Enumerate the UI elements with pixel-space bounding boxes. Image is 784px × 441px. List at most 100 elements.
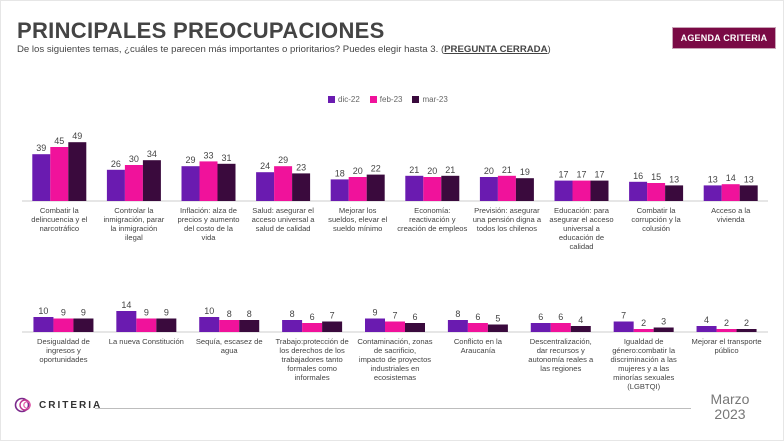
legend-swatch-mar (412, 96, 420, 103)
category-label-row2-3: Trabajo:protección de los derechos de los… (276, 337, 349, 382)
value-label-row2-5-dic: 8 (455, 309, 460, 319)
report-year: 2023 (714, 406, 746, 422)
category-label-row2-1: La nueva Constitución (109, 337, 184, 346)
value-label-row1-4-feb: 20 (353, 166, 363, 176)
value-label-row2-4-dic: 9 (372, 308, 377, 318)
value-label-row1-3-mar: 23 (296, 162, 306, 172)
value-label-row1-5-feb: 20 (427, 166, 437, 176)
page-subtitle: De los siguientes temas, ¿cuáles te pare… (17, 44, 551, 55)
footer-divider (95, 408, 691, 409)
bar-row2-8-feb (716, 329, 737, 332)
bar-row2-6-feb (550, 323, 571, 332)
value-label-row1-7-dic: 17 (558, 170, 568, 180)
criteria-logo-icon (14, 397, 31, 413)
bar-row1-6-dic (479, 177, 498, 201)
category-label-row2-6: Descentralización, dar recursos y autonomí… (528, 337, 594, 373)
bar-row1-2-dic (181, 166, 200, 201)
bar-row1-2-feb (199, 161, 218, 201)
value-label-row2-1-feb: 9 (144, 308, 149, 318)
bar-row2-4-dic (365, 318, 385, 332)
bar-row2-3-dic (282, 320, 303, 332)
legend-swatch-dic (328, 96, 335, 103)
value-label-row1-6-dic: 20 (484, 166, 494, 176)
legend-swatch-feb (369, 96, 377, 103)
value-label-row2-5-feb: 6 (475, 312, 480, 322)
agenda-criteria-badge: AGENDA CRITERIA (672, 27, 776, 49)
criteria-logo-text: CRITERIA (39, 399, 103, 411)
value-label-row2-2-dic: 10 (204, 306, 214, 316)
value-label-row1-6-mar: 19 (520, 167, 530, 177)
category-label-row2-5: Conflicto en la Araucanía (454, 337, 503, 355)
bar-row1-8-mar (665, 185, 684, 201)
value-label-row1-9-mar: 13 (744, 174, 754, 184)
category-label-row2-4: Contaminación, zonas de sacrificio, impact… (357, 337, 432, 382)
value-label-row2-2-mar: 8 (247, 309, 252, 319)
value-label-row2-7-mar: 3 (661, 317, 666, 327)
value-label-row1-9-dic: 13 (708, 174, 718, 184)
bar-row1-5-dic (405, 175, 424, 201)
legend-label-dic: dic-22 (338, 95, 360, 104)
value-label-row1-1-feb: 30 (129, 154, 139, 164)
category-label-row1-8: Combatir la corrupción y la colusión (631, 206, 681, 233)
value-label-row1-2-mar: 31 (221, 153, 231, 163)
bar-row1-3-mar (292, 173, 311, 201)
report-date: Marzo 2023 (700, 392, 760, 422)
bar-row2-0-feb (53, 318, 74, 332)
subtitle-tag: PREGUNTA CERRADA (444, 44, 548, 55)
bar-row2-7-feb (633, 329, 654, 332)
report-month: Marzo (710, 391, 750, 407)
bar-row1-7-mar (590, 180, 609, 201)
value-label-row2-7-feb: 2 (641, 318, 646, 328)
page-title: PRINCIPALES PREOCUPACIONES (17, 18, 385, 43)
value-label-row2-6-dic: 6 (538, 312, 543, 322)
bar-row2-7-mar (653, 327, 674, 332)
value-label-row2-4-mar: 6 (412, 312, 417, 322)
bar-row1-9-feb (721, 184, 740, 201)
bar-row1-4-feb (348, 177, 367, 201)
category-label-row1-6: Previsión: asegurar una pensión digna a to… (473, 206, 542, 233)
category-label-row1-5: Economía: reactivación y creación de emple… (397, 206, 467, 233)
bar-row1-7-dic (554, 180, 573, 201)
legend-label-feb: feb-23 (379, 95, 403, 104)
value-label-row2-3-mar: 7 (330, 311, 335, 321)
category-label-row2-0: Desigualdad de ingresos y oportunidades (37, 337, 90, 364)
bar-row2-0-mar (73, 318, 94, 332)
bar-row1-9-dic (703, 185, 722, 201)
value-label-row1-4-dic: 18 (335, 168, 345, 178)
bar-row1-7-feb (572, 180, 591, 201)
bar-row2-5-dic (447, 320, 468, 332)
bar-row1-1-mar (142, 160, 161, 201)
value-label-row2-7-dic: 7 (621, 311, 626, 321)
bar-row2-5-feb (467, 323, 488, 332)
legend-item-feb: feb-23 (369, 95, 403, 104)
category-label-row2-8: Mejorar el transporte público (692, 337, 762, 355)
bar-row1-0-mar (68, 142, 87, 201)
bar-row2-8-mar (736, 329, 757, 332)
value-label-row2-4-feb: 7 (392, 311, 397, 321)
value-label-row1-1-dic: 26 (111, 159, 121, 169)
value-label-row1-0-dic: 39 (36, 143, 46, 153)
value-label-row1-8-dic: 16 (633, 171, 643, 181)
value-label-row2-0-feb: 9 (61, 308, 66, 318)
bar-row1-2-mar (217, 163, 236, 201)
value-label-row1-7-mar: 17 (594, 170, 604, 180)
bar-row1-3-dic (256, 172, 275, 201)
category-label-row2-7: Igualdad de género:combatir la discriminac… (611, 337, 677, 391)
value-label-row1-3-feb: 29 (278, 155, 288, 165)
bar-row2-5-mar (487, 324, 508, 332)
value-label-row1-5-dic: 21 (409, 165, 419, 175)
category-label-row1-7: Educación: para asegurar el acceso univers… (549, 206, 613, 251)
value-label-row1-6-feb: 21 (502, 165, 512, 175)
bar-row1-8-feb (647, 183, 666, 201)
value-label-row1-0-mar: 49 (72, 131, 82, 141)
value-label-row1-1-mar: 34 (147, 149, 157, 159)
bar-row1-1-dic (106, 169, 125, 201)
bar-row2-2-feb (219, 320, 240, 332)
value-label-row1-8-feb: 15 (651, 172, 661, 182)
value-label-row2-0-dic: 10 (38, 306, 48, 316)
bar-row1-4-mar (366, 174, 385, 201)
value-label-row2-0-mar: 9 (81, 308, 86, 318)
bar-row2-7-dic (613, 321, 634, 332)
value-label-row1-8-mar: 13 (669, 174, 679, 184)
